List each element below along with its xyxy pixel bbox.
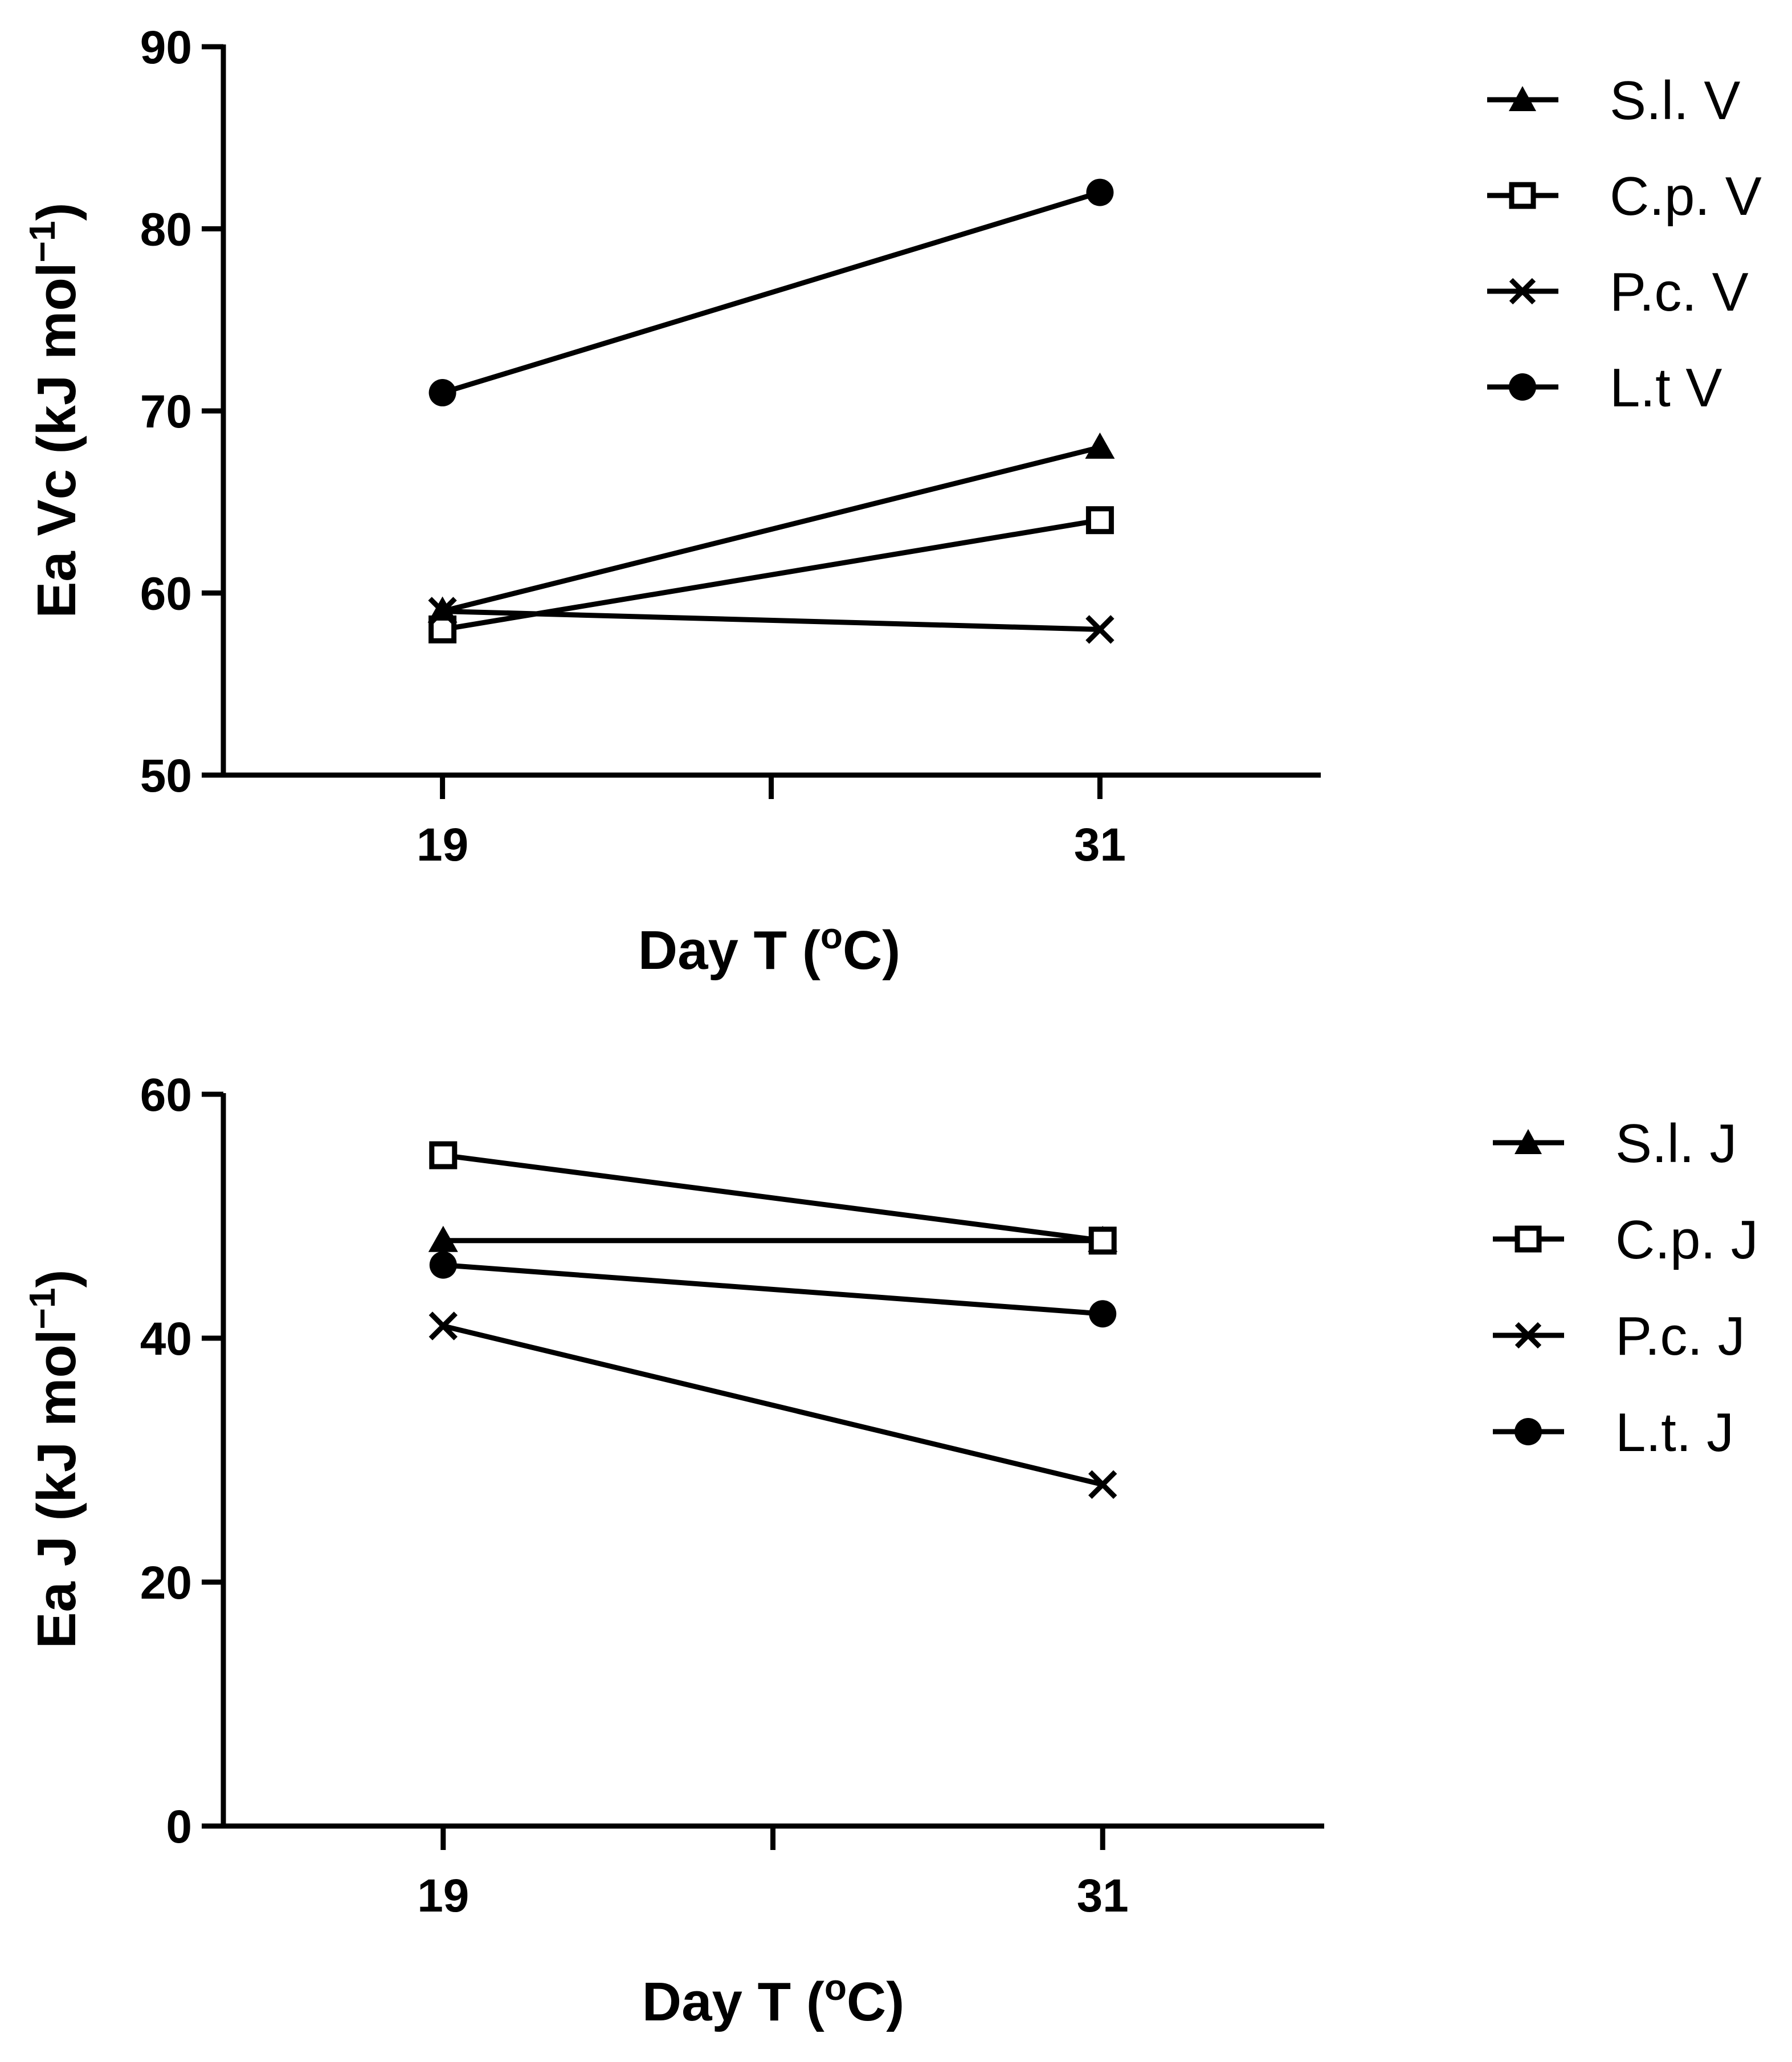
legend-item: L.t V xyxy=(1487,357,1722,418)
x-marker xyxy=(428,1311,458,1340)
legend-item: S.l. V xyxy=(1487,70,1740,131)
legend: S.l. V C.p. V P.c. V L.t V xyxy=(1487,70,1762,418)
legend-label: P.c. V xyxy=(1610,262,1749,323)
legend-label: S.l. V xyxy=(1610,70,1740,131)
triangle-marker xyxy=(1509,86,1536,111)
x-tick-label: 31 xyxy=(1077,1870,1129,1922)
x-tick-label: 19 xyxy=(417,819,468,871)
series-line xyxy=(443,1262,1103,1317)
legend-label: C.p. V xyxy=(1610,166,1762,227)
x-marker xyxy=(428,597,457,626)
series-line xyxy=(442,608,1100,632)
x-marker xyxy=(1509,278,1536,305)
legend-label: S.l. J xyxy=(1615,1113,1737,1174)
triangle-marker xyxy=(1515,1129,1542,1154)
y-tick-label: 20 xyxy=(140,1557,192,1609)
square-marker xyxy=(1088,1226,1117,1255)
legend-item: L.t. J xyxy=(1493,1402,1734,1463)
legend-item: C.p. J xyxy=(1493,1209,1758,1270)
y-tick-label: 50 xyxy=(140,750,192,802)
y-tick-label: 80 xyxy=(140,204,192,256)
x-axis-title: Day T (oC) xyxy=(638,915,900,981)
y-axis-title: Ea J (kJ mol−1) xyxy=(22,1269,87,1648)
legend-item: C.p. V xyxy=(1487,166,1762,227)
y-tick-label: 90 xyxy=(140,22,192,74)
x-marker xyxy=(1088,1470,1117,1499)
series-line xyxy=(442,190,1101,396)
legend-label: P.c. J xyxy=(1615,1306,1745,1367)
square-marker xyxy=(429,1141,458,1169)
legend-label: C.p. J xyxy=(1615,1209,1758,1270)
y-tick-label: 0 xyxy=(166,1801,192,1853)
x-axis-title: Day T (oC) xyxy=(642,1967,904,2032)
series-group xyxy=(428,1141,1118,1499)
x-tick-label: 31 xyxy=(1074,819,1126,871)
legend: S.l. J C.p. J P.c. J L.t. J xyxy=(1493,1113,1758,1463)
series-line xyxy=(442,1323,1104,1488)
y-tick-label: 60 xyxy=(140,1069,192,1121)
y-tick-label: 60 xyxy=(140,568,192,620)
x-marker xyxy=(1085,615,1115,644)
y-ticks: 0 20 40 60 xyxy=(140,1069,223,1853)
square-marker xyxy=(1515,1225,1542,1253)
circle-marker xyxy=(1089,1300,1117,1328)
series-group xyxy=(427,178,1115,644)
series-line xyxy=(442,517,1101,632)
square-marker xyxy=(1085,506,1114,535)
x-ticks: 19 31 xyxy=(417,1826,1129,1922)
x-ticks: 19 31 xyxy=(417,775,1126,871)
x-marker xyxy=(1515,1322,1542,1349)
y-axis-title: Ea Vc (kJ mol−1) xyxy=(22,202,87,618)
circle-marker xyxy=(428,379,456,407)
square-marker xyxy=(1509,182,1536,209)
y-tick-label: 40 xyxy=(140,1313,192,1365)
legend-label: L.t V xyxy=(1610,357,1722,418)
circle-marker xyxy=(1086,178,1114,206)
circle-marker xyxy=(429,1251,457,1279)
x-tick-label: 19 xyxy=(417,1870,469,1922)
series-line xyxy=(443,1152,1103,1244)
legend-item: P.c. V xyxy=(1487,262,1749,323)
y-tick-label: 70 xyxy=(140,386,192,438)
y-ticks: 50 60 70 80 90 xyxy=(140,22,223,802)
triangle-marker xyxy=(1085,432,1115,459)
legend-item: S.l. J xyxy=(1493,1113,1737,1174)
series-line xyxy=(442,445,1101,614)
circle-marker xyxy=(1509,373,1536,401)
triangle-marker xyxy=(428,1225,458,1252)
legend-label: L.t. J xyxy=(1615,1402,1734,1463)
legend-item: P.c. J xyxy=(1493,1306,1745,1367)
circle-marker xyxy=(1515,1418,1542,1445)
